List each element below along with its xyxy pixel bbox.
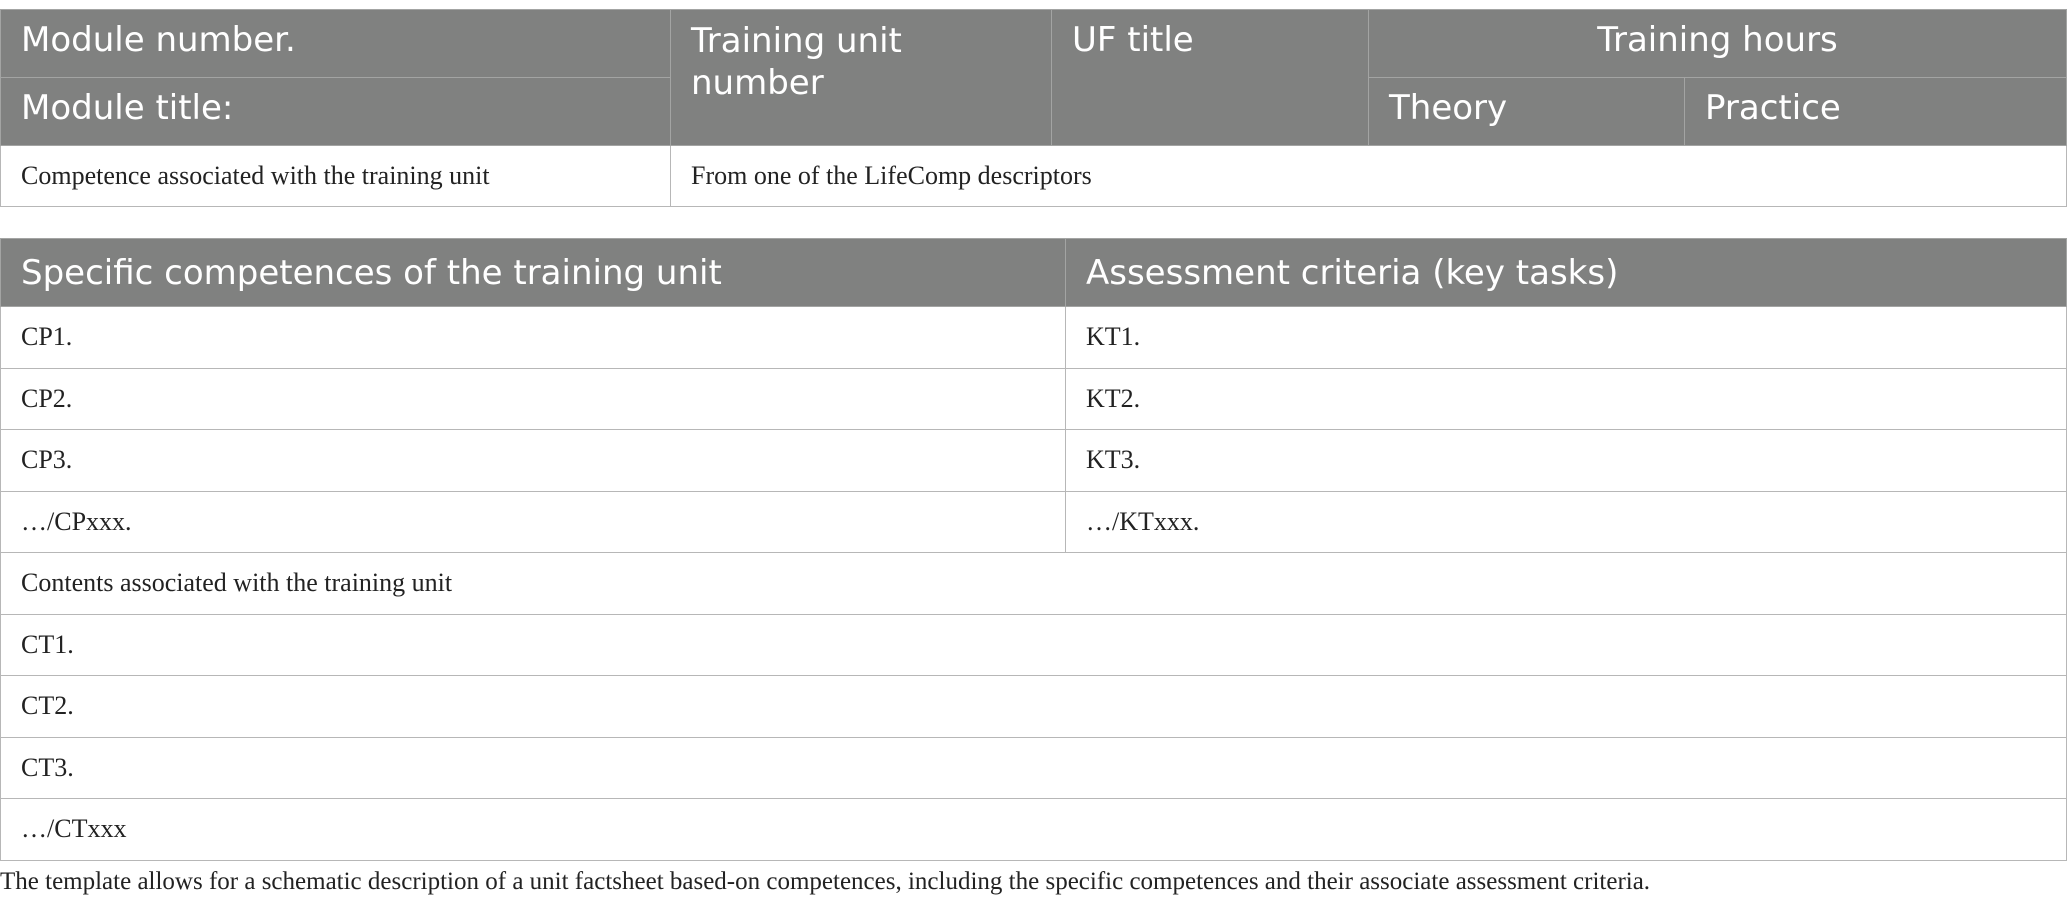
- module-title-header: Module title:: [0, 77, 671, 146]
- training-unit-number-header: Training unit number: [670, 9, 1052, 146]
- competences-table: Specific competences of the training uni…: [0, 238, 2067, 861]
- key-task-cell: KT1.: [1065, 306, 2067, 369]
- table-caption: The template allows for a schematic desc…: [0, 868, 1651, 895]
- practice-header: Practice: [1684, 77, 2067, 146]
- module-header-table: Module number. Training unit number UF t…: [0, 9, 2067, 207]
- competence-value-cell: From one of the LifeComp descriptors: [670, 145, 2067, 207]
- theory-header: Theory: [1368, 77, 1685, 146]
- specific-competences-header: Specific competences of the training uni…: [0, 238, 1066, 307]
- key-task-cell: KT3.: [1065, 429, 2067, 492]
- assessment-criteria-header: Assessment criteria (key tasks): [1065, 238, 2067, 307]
- content-cell: CT3.: [0, 736, 2067, 799]
- competence-cell: CP1.: [0, 306, 1066, 369]
- key-task-cell: …/KTxxx.: [1065, 490, 2067, 553]
- training-hours-header: Training hours: [1368, 9, 2067, 78]
- competence-cell: CP3.: [0, 429, 1066, 492]
- competence-label-cell: Competence associated with the training …: [0, 145, 671, 207]
- key-task-cell: KT2.: [1065, 367, 2067, 430]
- competence-cell: …/CPxxx.: [0, 490, 1066, 553]
- module-number-header: Module number.: [0, 9, 671, 78]
- content-cell: …/CTxxx: [0, 798, 2067, 861]
- contents-label-cell: Contents associated with the training un…: [0, 552, 2067, 615]
- uf-title-header: UF title: [1051, 9, 1369, 146]
- content-cell: CT2.: [0, 675, 2067, 738]
- competence-cell: CP2.: [0, 367, 1066, 430]
- content-cell: CT1.: [0, 613, 2067, 676]
